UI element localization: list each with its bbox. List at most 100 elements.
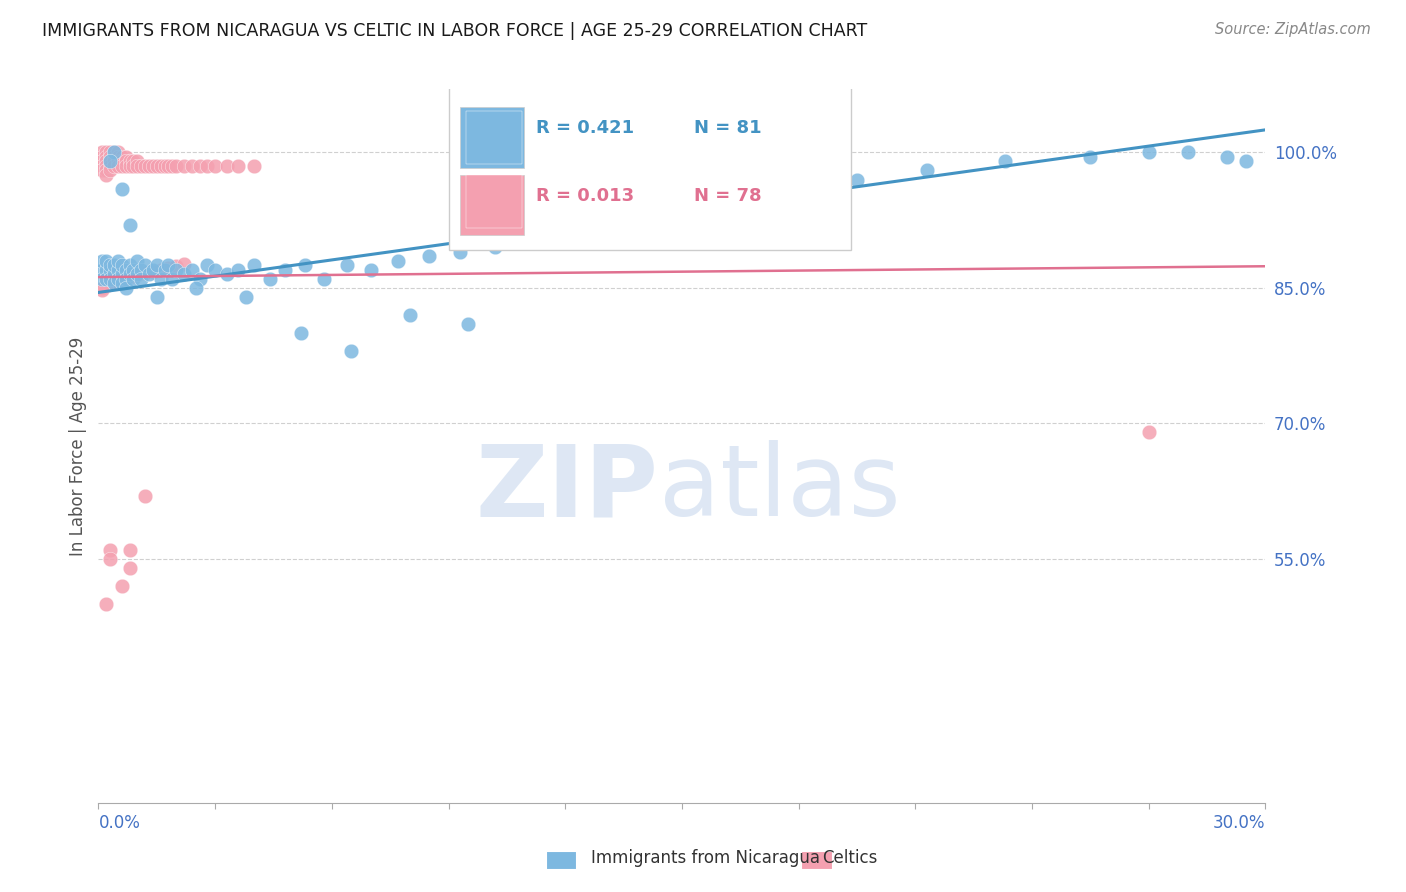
Point <box>138 159 160 173</box>
Point <box>129 159 152 173</box>
Point <box>165 263 187 277</box>
Point <box>91 263 114 277</box>
FancyBboxPatch shape <box>460 175 524 235</box>
Point <box>111 181 134 195</box>
Point <box>243 258 266 272</box>
Point <box>180 159 202 173</box>
Point <box>122 159 145 173</box>
Point <box>118 561 141 575</box>
Point <box>613 218 636 232</box>
Point <box>118 159 141 173</box>
Point <box>243 159 266 173</box>
Text: 0.0%: 0.0% <box>98 814 141 831</box>
Point <box>114 150 136 164</box>
Point <box>98 150 121 164</box>
Point <box>204 159 226 173</box>
Point <box>107 145 129 160</box>
Text: atlas: atlas <box>658 441 900 537</box>
Point <box>336 258 359 272</box>
Point <box>195 159 218 173</box>
Point <box>91 163 114 178</box>
Point <box>449 244 471 259</box>
Point <box>114 281 136 295</box>
Point <box>188 272 211 286</box>
Point <box>662 200 685 214</box>
Point <box>91 272 114 286</box>
Text: N = 78: N = 78 <box>693 187 761 205</box>
Point <box>114 159 136 173</box>
Point <box>523 235 546 250</box>
Point <box>162 272 184 286</box>
Point <box>387 253 409 268</box>
Point <box>111 258 134 272</box>
Point <box>153 263 176 277</box>
Point <box>157 258 180 272</box>
Point <box>96 163 118 178</box>
Point <box>418 249 440 263</box>
Point <box>98 258 121 272</box>
Point <box>103 276 125 290</box>
Point <box>118 542 141 557</box>
Point <box>127 154 149 169</box>
Point <box>195 258 218 272</box>
Point <box>142 265 165 279</box>
Text: Source: ZipAtlas.com: Source: ZipAtlas.com <box>1215 22 1371 37</box>
Point <box>259 272 281 286</box>
Point <box>103 277 125 291</box>
Point <box>149 159 172 173</box>
Point <box>111 579 134 593</box>
Point <box>134 159 156 173</box>
Point <box>274 263 297 277</box>
Point <box>111 272 134 286</box>
Point <box>127 268 149 283</box>
Point <box>91 150 114 164</box>
Point <box>1137 145 1160 160</box>
Point <box>173 257 195 271</box>
Point <box>98 159 121 173</box>
FancyBboxPatch shape <box>449 82 851 250</box>
Point <box>107 150 129 164</box>
Point <box>98 552 121 566</box>
Point <box>111 154 134 169</box>
Point <box>398 308 420 322</box>
Point <box>98 163 121 178</box>
Text: Celtics: Celtics <box>823 849 877 867</box>
Point <box>107 272 129 286</box>
Point <box>173 268 195 282</box>
Point <box>96 279 118 293</box>
Point <box>103 258 125 272</box>
Text: R = 0.013: R = 0.013 <box>536 187 634 205</box>
Point <box>118 270 141 285</box>
Point <box>915 163 938 178</box>
Point <box>1215 150 1237 164</box>
Point <box>96 154 118 169</box>
Text: IMMIGRANTS FROM NICARAGUA VS CELTIC IN LABOR FORCE | AGE 25-29 CORRELATION CHART: IMMIGRANTS FROM NICARAGUA VS CELTIC IN L… <box>42 22 868 40</box>
Point <box>565 227 588 241</box>
Point <box>122 272 145 286</box>
Point <box>235 290 257 304</box>
Point <box>1080 150 1102 164</box>
Point <box>114 154 136 169</box>
Point <box>103 154 125 169</box>
Point <box>114 263 136 277</box>
Point <box>484 240 506 254</box>
Point <box>146 258 169 272</box>
Text: Immigrants from Nicaragua: Immigrants from Nicaragua <box>591 849 820 867</box>
Point <box>111 159 134 173</box>
Point <box>457 317 479 331</box>
Point <box>122 154 145 169</box>
Point <box>134 267 156 281</box>
Point <box>340 344 363 359</box>
Point <box>98 154 121 169</box>
Point <box>1177 145 1199 160</box>
Text: N = 81: N = 81 <box>693 120 761 137</box>
Point <box>146 290 169 304</box>
Point <box>165 259 187 273</box>
Point <box>188 159 211 173</box>
Point <box>98 272 121 286</box>
Point <box>149 263 172 277</box>
Point <box>228 159 250 173</box>
Point <box>138 268 160 282</box>
Point <box>111 150 134 164</box>
Point <box>157 159 180 173</box>
